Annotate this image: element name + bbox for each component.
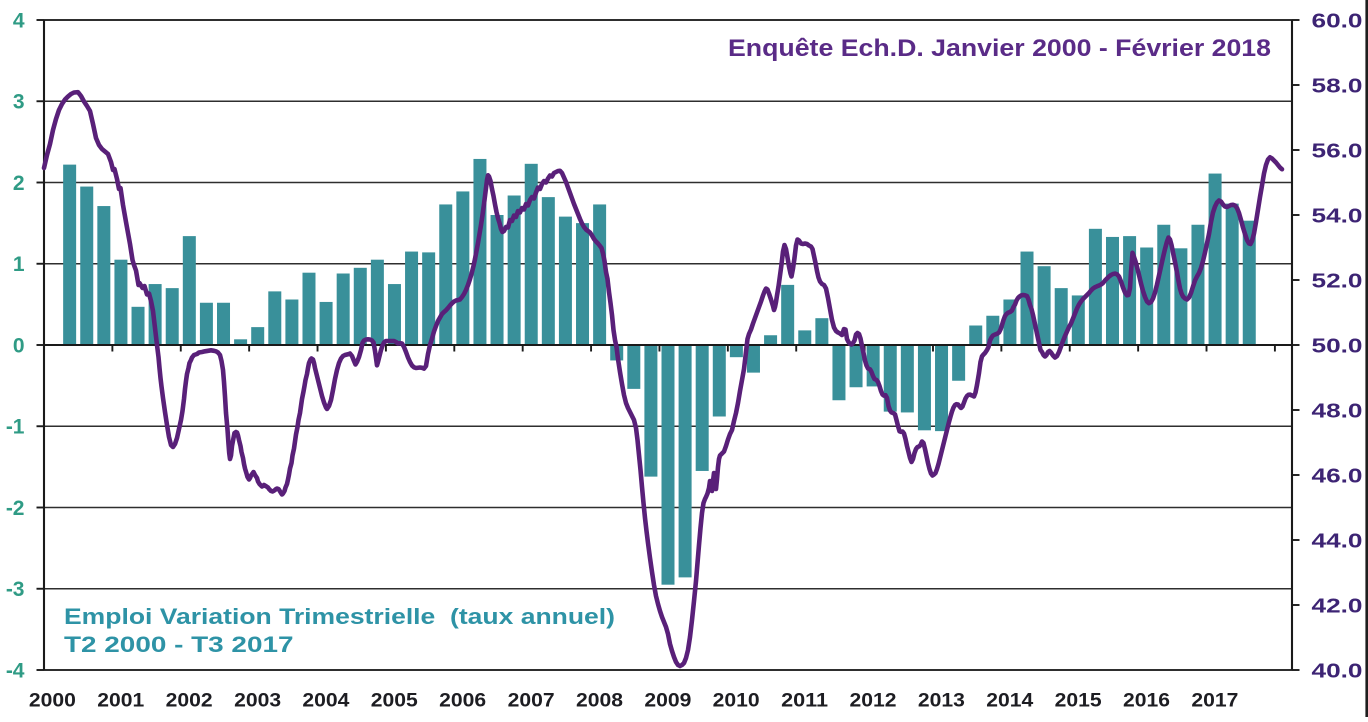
svg-text:2006: 2006: [439, 690, 486, 712]
svg-text:2012: 2012: [850, 690, 897, 712]
svg-text:2001: 2001: [97, 690, 144, 712]
svg-text:2004: 2004: [302, 690, 349, 712]
svg-text:2002: 2002: [166, 690, 213, 712]
svg-text:2003: 2003: [234, 690, 281, 712]
svg-text:4: 4: [13, 9, 25, 32]
svg-text:2013: 2013: [918, 690, 965, 712]
svg-text:46.0: 46.0: [1312, 464, 1363, 487]
svg-text:2010: 2010: [713, 690, 760, 712]
svg-text:2014: 2014: [986, 690, 1033, 712]
svg-text:Emploi Variation Trimestrielle: Emploi Variation Trimestrielle (taux ann…: [64, 604, 615, 629]
svg-text:-1: -1: [6, 416, 25, 439]
svg-text:3: 3: [13, 91, 25, 114]
svg-text:2015: 2015: [1055, 690, 1102, 712]
svg-text:48.0: 48.0: [1312, 399, 1363, 422]
svg-text:T2 2000 - T3 2017: T2 2000 - T3 2017: [64, 632, 294, 657]
svg-text:Enquête Ech.D. Janvier 2000 -: Enquête Ech.D. Janvier 2000 - Février 20…: [728, 35, 1271, 62]
svg-text:2017: 2017: [1191, 690, 1238, 712]
svg-text:60.0: 60.0: [1312, 9, 1363, 32]
svg-text:2: 2: [13, 172, 25, 195]
svg-text:2008: 2008: [576, 690, 623, 712]
svg-text:2000: 2000: [29, 690, 76, 712]
svg-text:-3: -3: [6, 578, 25, 601]
svg-text:2009: 2009: [644, 690, 691, 712]
svg-text:58.0: 58.0: [1312, 74, 1363, 97]
svg-text:1: 1: [13, 253, 25, 276]
svg-text:40.0: 40.0: [1312, 659, 1363, 682]
svg-text:-2: -2: [6, 497, 25, 520]
svg-text:2011: 2011: [781, 690, 828, 712]
svg-text:2016: 2016: [1123, 690, 1170, 712]
svg-text:44.0: 44.0: [1312, 529, 1363, 552]
svg-text:2005: 2005: [371, 690, 418, 712]
svg-text:2007: 2007: [508, 690, 555, 712]
svg-text:-4: -4: [6, 659, 25, 682]
svg-text:56.0: 56.0: [1312, 139, 1363, 162]
svg-text:54.0: 54.0: [1312, 204, 1363, 227]
svg-text:0: 0: [13, 334, 25, 357]
svg-text:52.0: 52.0: [1312, 269, 1363, 292]
svg-text:42.0: 42.0: [1312, 594, 1363, 617]
svg-text:50.0: 50.0: [1312, 334, 1363, 357]
